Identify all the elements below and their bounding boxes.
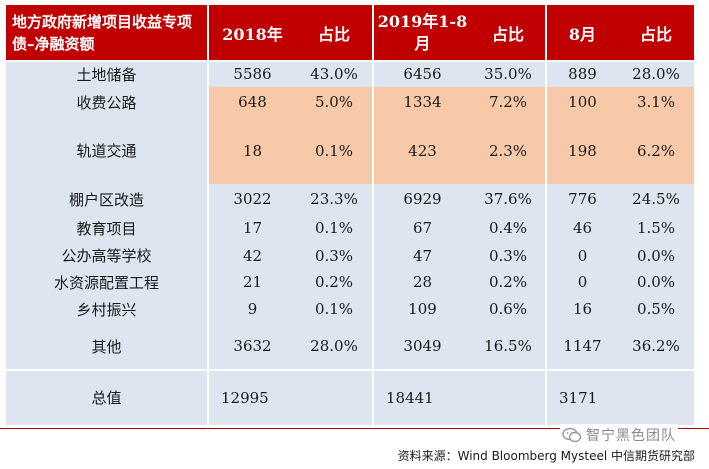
cell: 2.3% [471,118,546,184]
cell: 3.1% [618,86,694,119]
brand-watermark: 智宁黑色团队 [560,424,678,446]
row-label: 水资源配置工程 [6,269,208,296]
cell: 0.1% [296,295,373,324]
cell: 0.0% [618,269,694,296]
row-label: 其他 [6,323,208,370]
cell: 0.0% [618,241,694,270]
data-table: 地方政府新增项目收益专项债–净融资额 2018年 占比 2019年1-8月 占比… [6,5,694,425]
row-label: 乡村振兴 [6,295,208,324]
cell: 37.6% [471,183,546,215]
table-row: 乡村振兴 9 0.1% 109 0.6% 16 0.5% [6,295,694,324]
cell: 100 [545,86,618,119]
cell: 16 [545,295,618,324]
cell: 16.5% [471,323,546,370]
table-row: 土地储备 5586 43.0% 6456 35.0% 889 28.0% [6,61,694,87]
cell: 5586 [207,61,296,87]
cell: 1147 [545,323,618,370]
cell: 28.0% [296,323,373,370]
row-label: 收费公路 [6,86,208,119]
cell: 3022 [207,183,296,215]
cell: 3632 [207,323,296,370]
source-note: 资料来源：Wind Bloomberg Mysteel 中信期货研究部 [397,449,695,463]
header-col-aug: 8月 [545,5,618,62]
table-row: 水资源配置工程 21 0.2% 28 0.2% 0 0.0% [6,269,694,296]
total-2019: 18441 [372,368,546,425]
cell: 0 [545,269,618,296]
cell: 6456 [372,61,471,87]
table-row: 收费公路 648 5.0% 1334 7.2% 100 3.1% [6,86,694,119]
cell: 889 [545,61,618,87]
cell: 0.1% [296,214,373,242]
cell: 23.3% [296,183,373,215]
row-label: 轨道交通 [6,118,208,184]
cell: 0.6% [471,295,546,324]
cell: 0.4% [471,214,546,242]
cell: 0.5% [618,295,694,324]
cell: 0 [545,241,618,270]
table-row: 公办高等学校 42 0.3% 47 0.3% 0 0.0% [6,241,694,270]
header-col-share-2019: 占比 [471,5,546,62]
cell: 1.5% [618,214,694,242]
cell: 17 [207,214,296,242]
cell: 5.0% [296,86,373,119]
cell: 423 [372,118,471,184]
table-row: 轨道交通 18 0.1% 423 2.3% 198 6.2% [6,118,694,184]
total-2018: 12995 [207,368,373,425]
cell: 35.0% [471,61,546,87]
cell: 28 [372,269,471,296]
total-row: 总值 12995 18441 3171 [6,368,694,425]
cell: 6.2% [618,118,694,184]
table-row: 其他 3632 28.0% 3049 16.5% 1147 36.2% [6,323,694,370]
table-row: 教育项目 17 0.1% 67 0.4% 46 1.5% [6,214,694,242]
cell: 28.0% [618,61,694,87]
cell: 109 [372,295,471,324]
cell: 42 [207,241,296,270]
cell: 6929 [372,183,471,215]
cell: 9 [207,295,296,324]
cell: 47 [372,241,471,270]
cell: 0.3% [471,241,546,270]
header-row: 地方政府新增项目收益专项债–净融资额 2018年 占比 2019年1-8月 占比… [6,5,694,62]
cell: 1334 [372,86,471,119]
header-col-share-2018: 占比 [296,5,373,62]
cell: 18 [207,118,296,184]
cell: 0.3% [296,241,373,270]
cell: 7.2% [471,86,546,119]
cell: 776 [545,183,618,215]
cell: 0.2% [471,269,546,296]
cell: 24.5% [618,183,694,215]
row-label: 土地储备 [6,61,208,87]
footer-divider [0,428,709,429]
cell: 43.0% [296,61,373,87]
cell: 648 [207,86,296,119]
cell: 46 [545,214,618,242]
cell: 3049 [372,323,471,370]
header-col-2018: 2018年 [207,5,296,62]
table-row: 棚户区改造 3022 23.3% 6929 37.6% 776 24.5% [6,183,694,215]
total-aug: 3171 [545,368,694,425]
wechat-icon [562,427,582,443]
cell: 198 [545,118,618,184]
cell: 0.2% [296,269,373,296]
cell: 0.1% [296,118,373,184]
row-label: 教育项目 [6,214,208,242]
header-col-share-aug: 占比 [618,5,694,62]
cell: 36.2% [618,323,694,370]
header-col-2019: 2019年1-8月 [372,5,471,62]
row-label: 棚户区改造 [6,183,208,215]
row-label: 公办高等学校 [6,241,208,270]
brand-name: 智宁黑色团队 [586,428,676,444]
cell: 21 [207,269,296,296]
header-label: 地方政府新增项目收益专项债–净融资额 [6,5,208,62]
cell: 67 [372,214,471,242]
total-label: 总值 [6,368,208,425]
